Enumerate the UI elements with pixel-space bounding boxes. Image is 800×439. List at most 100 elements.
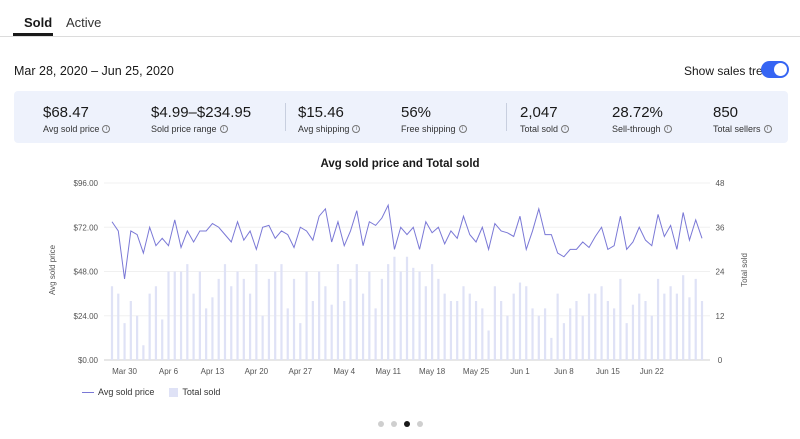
stat-value: 850 (713, 104, 739, 121)
sales-chart: $0.00$24.00$48.00$72.00$96.00 012243648 … (48, 179, 749, 376)
tab-sold[interactable]: Sold (24, 15, 53, 30)
bar (211, 297, 214, 360)
bar (694, 278, 697, 360)
info-icon[interactable]: i (102, 125, 111, 133)
info-icon[interactable]: i (219, 125, 228, 133)
bar (117, 293, 120, 360)
x-tick-label: May 25 (463, 367, 490, 376)
bar (550, 337, 553, 360)
bar (543, 308, 547, 360)
pager-dot[interactable] (391, 421, 397, 427)
bar (110, 286, 114, 360)
info-icon[interactable]: i (561, 125, 570, 133)
y2-axis-label: Total sold (740, 253, 749, 287)
info-icon[interactable]: i (352, 125, 361, 133)
bar (299, 323, 302, 360)
bar (700, 301, 704, 360)
pager-dot[interactable] (378, 421, 384, 427)
stat-value: $4.99–$234.95 (151, 104, 252, 121)
y2-tick-label: 24 (716, 268, 725, 277)
y-axis-label: Avg sold price (48, 244, 57, 295)
bar (318, 271, 321, 360)
stat-total-sellers: 850 Total sellers i (713, 104, 772, 134)
stat-sold-price-range: $4.99–$234.95 Sold price range i (151, 104, 251, 134)
stat-label: Sell-through (612, 124, 661, 134)
bar (217, 278, 220, 360)
bar (569, 308, 572, 360)
bar (274, 271, 277, 360)
pager-dot[interactable] (417, 421, 423, 427)
bar (186, 264, 189, 360)
info-icon[interactable]: i (663, 125, 672, 133)
stat-label: Sold price range (151, 124, 217, 134)
x-tick-label: May 4 (333, 367, 355, 376)
stats-panel: $68.47 Avg sold price i $4.99–$234.95 Sol… (14, 91, 788, 143)
info-icon[interactable]: i (763, 125, 772, 133)
bar (330, 304, 333, 360)
bar (424, 286, 427, 360)
bar (280, 264, 283, 360)
x-tick-label: Jun 15 (596, 367, 621, 376)
bar (123, 323, 126, 360)
sales-trends-toggle[interactable] (761, 61, 789, 78)
bar (167, 271, 170, 360)
bar (142, 345, 145, 360)
bar (129, 301, 132, 360)
chart-title: Avg sold price and Total sold (320, 158, 480, 170)
stat-label: Total sold (520, 124, 559, 134)
stat-avg-shipping: $15.46 Avg shipping i (298, 104, 361, 134)
bar (248, 293, 252, 360)
pager-dot-active[interactable] (404, 421, 410, 427)
bar (387, 264, 390, 360)
bar (255, 264, 258, 360)
bar (136, 315, 139, 360)
bar (349, 278, 352, 360)
y-tick-label: $24.00 (74, 312, 99, 321)
tab-active[interactable]: Active (66, 15, 102, 30)
x-tick-label: Jun 22 (640, 367, 665, 376)
y2-axis-ticks: 0 12 24 36 48 (716, 179, 725, 365)
x-tick-label: Apr 20 (245, 367, 269, 376)
bar (631, 304, 635, 360)
legend-bar-swatch (169, 387, 179, 397)
stat-label: Avg sold price (43, 124, 100, 134)
y2-tick-label: 36 (716, 223, 725, 232)
bar (343, 301, 346, 360)
bar (412, 267, 415, 360)
bar (537, 315, 540, 360)
legend-line-swatch (82, 391, 94, 393)
x-tick-label: Apr 27 (289, 367, 313, 376)
bar (474, 301, 478, 360)
y-tick-label: $48.00 (74, 268, 99, 277)
sales-trends-label: Show sales trends (684, 64, 783, 78)
bar (619, 278, 622, 360)
stat-value: 56% (401, 104, 432, 121)
stat-free-shipping: 56% Free shipping i (401, 104, 467, 134)
x-tick-label: Apr 13 (201, 367, 225, 376)
bar (487, 330, 490, 360)
bar (663, 293, 666, 360)
bar (525, 286, 528, 360)
bar (600, 286, 603, 360)
pager-dots (378, 421, 430, 427)
y-axis-ticks: $0.00 $24.00 $48.00 $72.00 $96.00 (74, 179, 99, 365)
bar (443, 293, 446, 360)
y2-tick-label: 0 (718, 356, 723, 365)
stats-divider (285, 103, 286, 131)
x-tick-label: Mar 30 (112, 367, 137, 376)
bar (393, 256, 396, 360)
bar (405, 256, 409, 360)
bar (456, 301, 459, 360)
bar (336, 264, 340, 360)
bar (380, 278, 383, 360)
bar (205, 308, 208, 360)
stat-value: 2,047 (520, 104, 558, 121)
y-tick-label: $96.00 (74, 179, 99, 188)
stat-label: Free shipping (401, 124, 456, 134)
bar (431, 264, 434, 360)
info-icon[interactable]: i (458, 125, 467, 133)
bar (581, 315, 584, 360)
toggle-knob (774, 63, 787, 76)
bar (606, 301, 609, 360)
legend-total-sold: Total sold (182, 387, 221, 397)
